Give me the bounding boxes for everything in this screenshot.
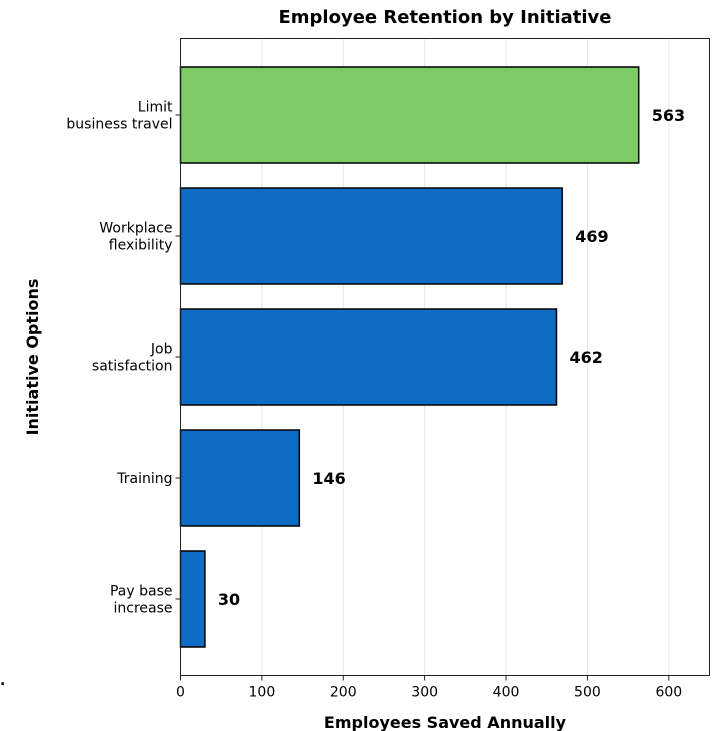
x-axis-title: Employees Saved Annually — [324, 713, 567, 731]
x-tick-label: 300 — [411, 685, 438, 701]
x-axis: 0 100 200 300 400 500 600 — [176, 675, 682, 701]
value-label: 146 — [312, 469, 345, 488]
value-label: 30 — [218, 590, 240, 609]
bar — [179, 429, 301, 527]
chart-title: Employee Retention by Initiative — [278, 7, 611, 28]
category-label: Pay base increase — [110, 584, 173, 617]
x-tick-label: 500 — [574, 685, 601, 701]
stray-mark: . — [0, 673, 5, 689]
x-tick-label: 600 — [655, 685, 682, 701]
category-label: Job satisfaction — [92, 342, 173, 375]
value-labels: 563 469 462 146 30 — [218, 106, 685, 609]
category-label: Workplace flexibility — [99, 221, 172, 254]
plot-frame — [180, 38, 710, 676]
value-label: 469 — [575, 227, 608, 246]
category-label: Training — [116, 471, 172, 487]
x-tick-label: 200 — [330, 685, 357, 701]
bar — [179, 187, 563, 285]
y-axis-title: Initiative Options — [23, 279, 42, 436]
bar — [179, 308, 558, 406]
x-tick-label: 400 — [493, 685, 520, 701]
x-tick-label: 0 — [176, 685, 185, 701]
category-label: Limit business travel — [66, 100, 173, 133]
y-axis: Limit business travel Workplace flexibility… — [66, 100, 181, 617]
bar — [179, 550, 206, 648]
bars — [179, 66, 640, 648]
x-tick-label: 100 — [249, 685, 276, 701]
bar — [179, 66, 640, 164]
value-label: 563 — [652, 106, 685, 125]
value-label: 462 — [569, 348, 602, 367]
